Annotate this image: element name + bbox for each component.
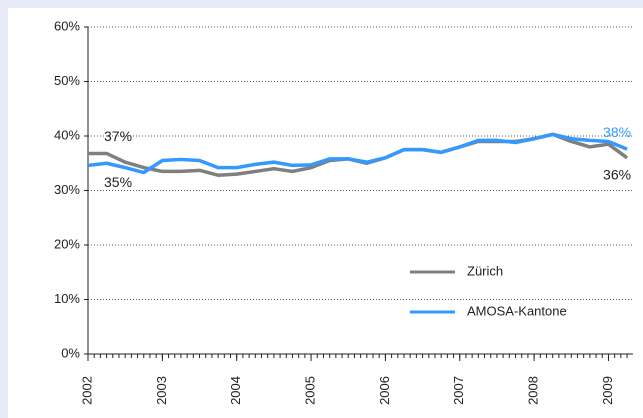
- y-tick-label: 10%: [54, 291, 80, 306]
- data-label: 38%: [603, 124, 631, 140]
- x-tick-label: 2004: [228, 376, 243, 405]
- legend-label: Zürich: [467, 263, 503, 278]
- chart-panel: [8, 8, 643, 418]
- x-tick-label: 2003: [154, 376, 169, 405]
- y-tick-label: 30%: [54, 182, 80, 197]
- series-line: [87, 132, 628, 175]
- data-label: 37%: [104, 128, 132, 144]
- y-tick-label: 0%: [61, 345, 80, 360]
- data-label: 35%: [104, 174, 132, 190]
- x-tick-label: 2002: [79, 376, 94, 405]
- y-tick-label: 50%: [54, 73, 80, 88]
- y-tick-label: 40%: [54, 127, 80, 142]
- y-tick-label: 20%: [54, 236, 80, 251]
- x-tick-label: 2005: [302, 376, 317, 405]
- data-label: 36%: [603, 167, 631, 183]
- x-tick-label: 2006: [377, 376, 392, 405]
- x-tick-label: 2007: [451, 376, 466, 405]
- x-tick-label: 2008: [526, 376, 541, 405]
- x-tick-label: 2009: [600, 376, 615, 405]
- legend-label: AMOSA-Kantone: [467, 303, 567, 318]
- y-tick-label: 60%: [54, 18, 80, 33]
